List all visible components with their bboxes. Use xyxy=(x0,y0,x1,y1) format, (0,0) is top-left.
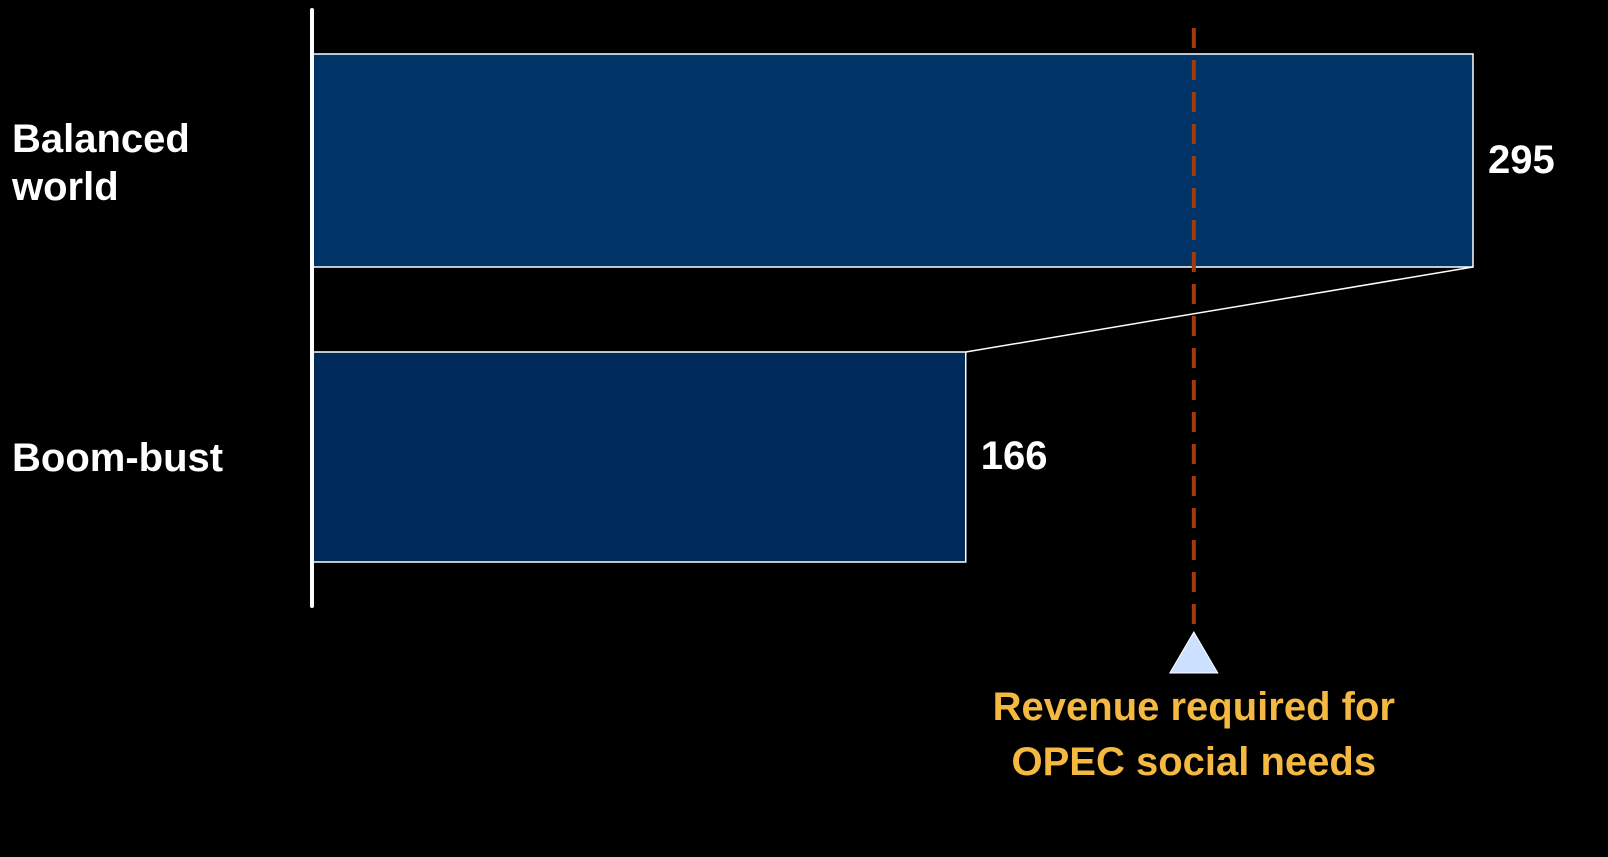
reference-marker xyxy=(1168,631,1219,674)
connector-line xyxy=(965,266,1474,353)
category-label: Balanced world xyxy=(12,117,190,209)
category-label: Boom-bust xyxy=(12,436,224,480)
value-label: 166 xyxy=(980,434,1048,478)
value-label: 295 xyxy=(1488,137,1555,182)
bar xyxy=(312,351,967,563)
bar xyxy=(312,53,1474,268)
annotation: Revenue required for OPEC social needs xyxy=(992,685,1395,784)
